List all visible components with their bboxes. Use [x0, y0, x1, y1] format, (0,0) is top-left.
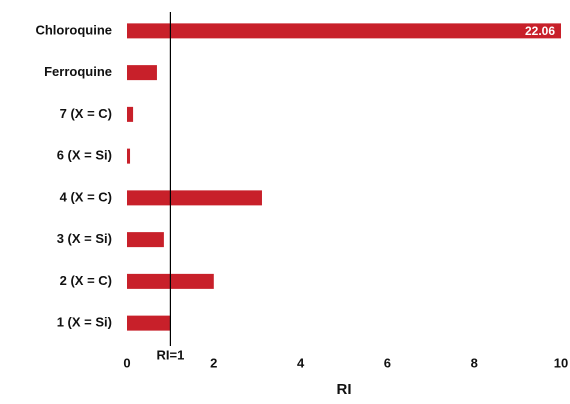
bar	[127, 232, 164, 248]
x-axis-label: RI	[337, 381, 352, 398]
reference-label: RI=1	[156, 347, 184, 362]
bar	[127, 106, 134, 122]
x-tick-label: 6	[384, 355, 391, 370]
y-tick-label: Ferroquine	[44, 64, 112, 79]
y-tick-label: 2 (X = C)	[60, 273, 112, 288]
x-tick-label: 8	[471, 355, 478, 370]
bar	[127, 148, 131, 164]
x-tick-label: 2	[210, 355, 217, 370]
bar	[127, 190, 262, 206]
y-tick-label: 3 (X = Si)	[57, 231, 112, 246]
y-tick-label: 6 (X = Si)	[57, 148, 112, 163]
x-tick-label: 0	[123, 355, 130, 370]
data-label: 22.06	[525, 24, 555, 38]
y-tick-label: 7 (X = C)	[60, 106, 112, 121]
y-tick-label: 4 (X = C)	[60, 189, 112, 204]
x-tick-label: 10	[554, 355, 568, 370]
plot-area	[127, 23, 561, 331]
bar	[127, 65, 157, 81]
y-tick-label: Chloroquine	[35, 22, 112, 37]
bar	[127, 315, 170, 331]
y-tick-label: 1 (X = Si)	[57, 315, 112, 330]
x-tick-label: 4	[297, 355, 305, 370]
bar	[127, 23, 561, 39]
